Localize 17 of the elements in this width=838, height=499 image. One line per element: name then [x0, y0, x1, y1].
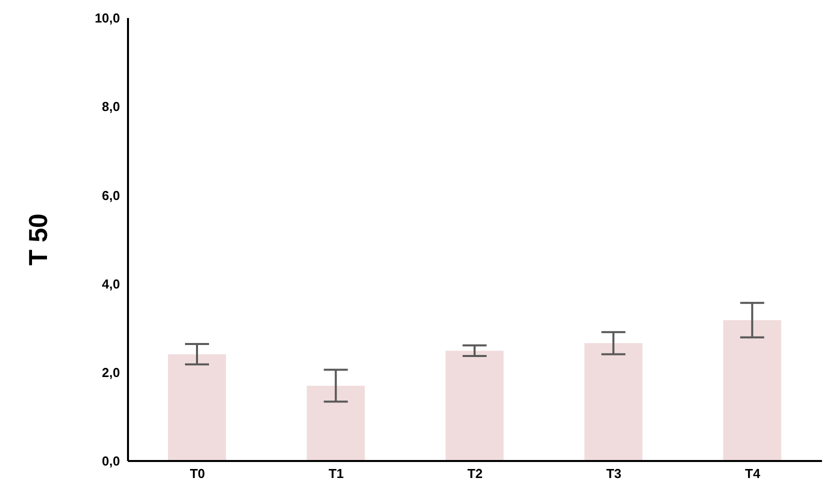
y-tick-label: 10,0 — [94, 10, 120, 26]
x-tick-label: T1 — [328, 466, 344, 482]
bar — [306, 386, 365, 461]
x-tick-label: T4 — [745, 466, 761, 482]
y-tick-label: 8,0 — [102, 99, 120, 114]
y-tick-label: 4,0 — [102, 276, 120, 292]
y-tick-label: 6,0 — [102, 188, 120, 203]
y-tick-label: 2,0 — [102, 365, 120, 380]
y-axis-title: T 50 — [23, 213, 54, 266]
x-tick-label: T3 — [606, 466, 622, 482]
bar — [446, 350, 504, 461]
x-tick-label: T0 — [190, 466, 205, 482]
bar — [723, 320, 782, 461]
x-tick-label: T2 — [467, 466, 483, 482]
bar — [168, 354, 226, 461]
bar — [584, 343, 642, 461]
y-tick-label: 0,0 — [102, 454, 120, 469]
